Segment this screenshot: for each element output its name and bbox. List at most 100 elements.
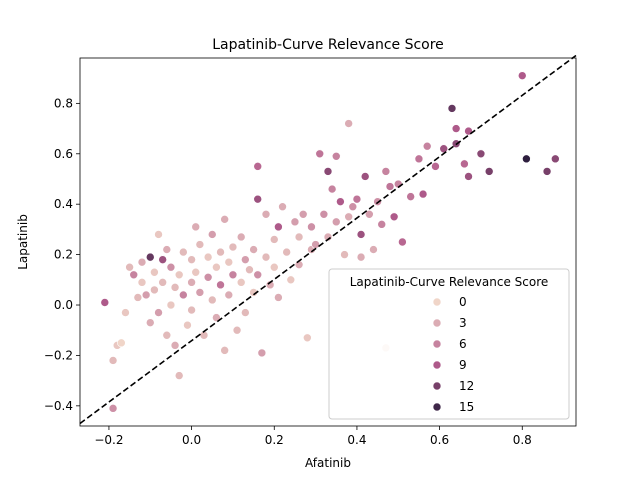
x-tick-label: 0.2 <box>265 433 284 447</box>
data-point <box>274 293 283 302</box>
data-point <box>224 290 234 300</box>
chart-title: Lapatinib-Curve Relevance Score <box>212 37 444 53</box>
data-point <box>187 278 196 287</box>
data-point <box>195 288 205 297</box>
data-point <box>125 262 134 272</box>
data-point <box>290 217 300 227</box>
data-point <box>150 267 159 277</box>
data-point <box>385 182 395 191</box>
data-point <box>460 159 469 169</box>
legend-label: 3 <box>459 316 467 330</box>
data-point <box>464 172 473 181</box>
data-point <box>245 265 254 275</box>
data-point <box>356 230 366 239</box>
data-point <box>108 404 118 413</box>
data-point <box>191 267 201 277</box>
data-point <box>551 154 560 164</box>
data-point <box>236 232 246 242</box>
data-point <box>265 280 275 290</box>
data-point <box>207 230 217 239</box>
data-point <box>476 149 486 159</box>
data-point <box>170 283 180 292</box>
data-point <box>373 197 382 206</box>
data-point <box>191 222 201 232</box>
legend-label: 12 <box>459 379 474 393</box>
data-point <box>203 252 213 262</box>
legend: Lapatinib-Curve Relevance Score 0 3 6 9 12 15 <box>328 268 570 420</box>
data-point <box>108 356 118 365</box>
y-tick-label: 0.8 <box>54 96 73 110</box>
legend-label: 6 <box>459 337 467 351</box>
data-point <box>145 318 155 327</box>
data-point <box>216 247 225 257</box>
points-layer <box>100 71 560 413</box>
data-point <box>344 119 353 128</box>
plot-area-frame <box>79 57 577 427</box>
data-point <box>261 209 271 219</box>
data-point <box>352 194 362 204</box>
data-point <box>406 192 415 201</box>
data-point <box>418 189 428 199</box>
y-tick-label: 0.0 <box>54 298 73 312</box>
x-tick-label: 0.6 <box>430 433 449 447</box>
data-point <box>451 124 461 133</box>
data-point <box>187 305 196 315</box>
data-point <box>348 202 358 212</box>
data-point <box>154 230 163 239</box>
data-point <box>253 194 263 204</box>
data-point <box>183 320 192 330</box>
y-axis-label: Lapatinib <box>16 214 30 270</box>
data-point <box>311 240 320 249</box>
data-point <box>117 338 126 348</box>
data-point <box>212 262 221 272</box>
data-point <box>431 162 440 171</box>
data-point <box>203 272 213 282</box>
data-point <box>179 290 188 300</box>
reference-line <box>79 54 577 425</box>
data-point <box>360 172 370 181</box>
data-point <box>166 300 176 310</box>
data-point <box>269 262 279 272</box>
data-point <box>228 242 238 252</box>
legend-entries: 0 3 6 9 12 15 <box>432 295 474 414</box>
data-point <box>129 270 139 280</box>
data-point <box>195 240 205 249</box>
data-point <box>137 257 147 267</box>
data-point <box>356 252 366 262</box>
legend-label: 15 <box>459 400 474 414</box>
x-tick-label: 0.8 <box>513 433 532 447</box>
data-point <box>369 245 378 254</box>
data-point <box>224 257 234 267</box>
y-axis: −0.4 −0.2 0.0 0.2 0.4 0.6 0.8 <box>44 96 80 413</box>
data-point <box>220 215 229 224</box>
data-point <box>170 341 180 350</box>
x-tick-label: 0.4 <box>347 433 366 447</box>
data-point <box>220 346 229 355</box>
data-point <box>174 270 184 280</box>
data-point <box>241 308 250 317</box>
data-point <box>228 270 238 280</box>
data-point <box>319 209 329 219</box>
data-point <box>162 245 172 254</box>
data-point <box>100 298 110 307</box>
data-point <box>174 371 184 380</box>
data-point <box>133 293 143 302</box>
data-point <box>331 217 341 227</box>
x-axis: −0.2 0.0 0.2 0.4 0.6 0.8 <box>94 426 532 447</box>
data-point <box>166 262 176 272</box>
x-tick-label: −0.2 <box>94 433 123 447</box>
x-axis-label: Afatinib <box>305 456 351 470</box>
data-point <box>269 235 279 244</box>
data-point <box>315 149 325 159</box>
data-point <box>517 71 527 80</box>
data-point <box>522 154 531 164</box>
data-point <box>187 255 196 264</box>
data-point <box>241 255 250 264</box>
data-point <box>307 222 316 232</box>
data-point <box>121 308 130 317</box>
data-point <box>158 278 167 287</box>
data-point <box>216 280 225 290</box>
data-point <box>439 144 449 154</box>
data-point <box>286 275 296 285</box>
